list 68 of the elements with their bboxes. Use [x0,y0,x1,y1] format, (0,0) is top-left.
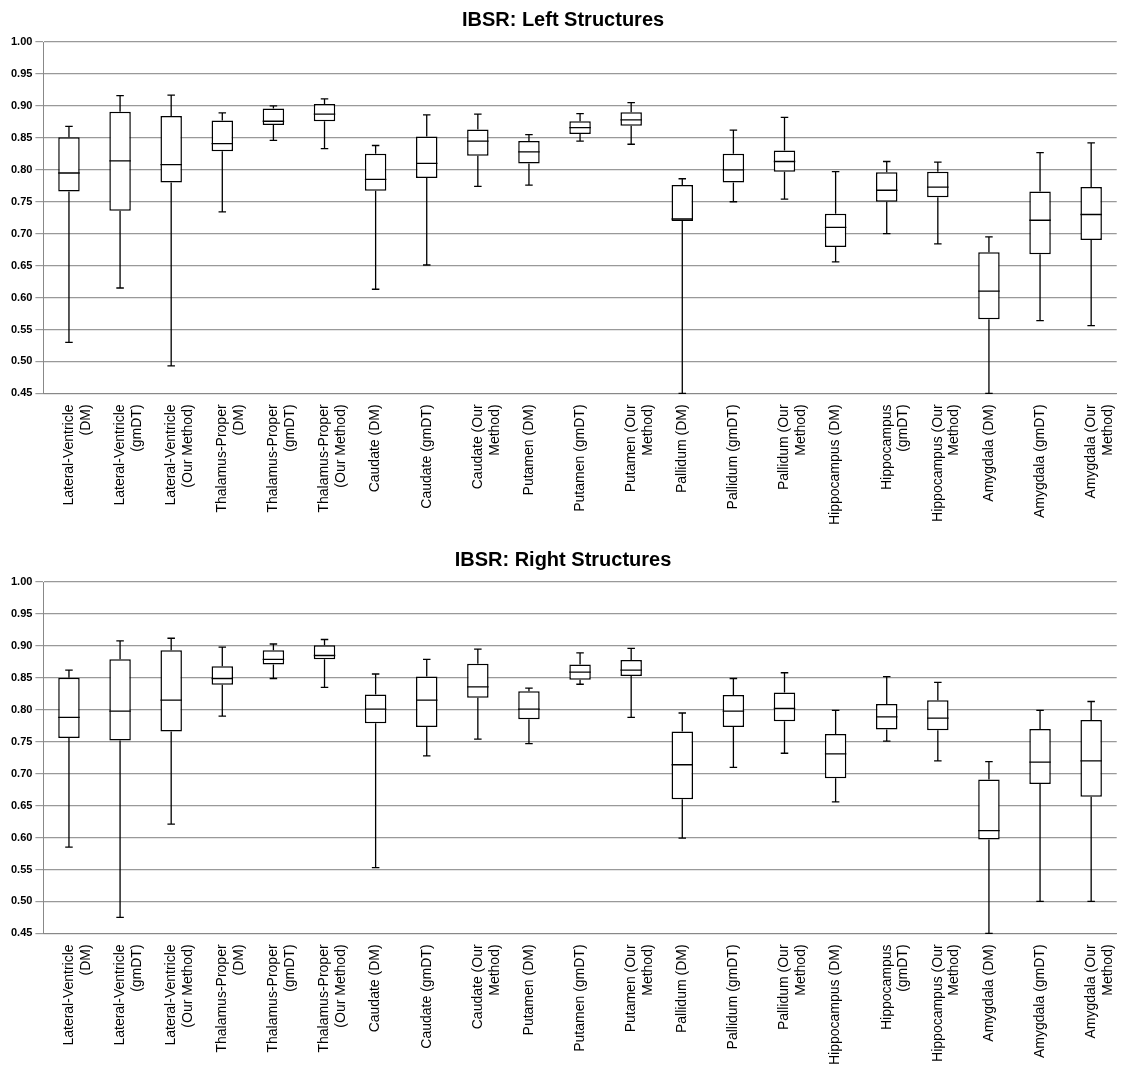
chart-title: IBSR: Left Structures [461,7,665,30]
y-tick-label: 1.00 [10,35,33,48]
chart-title: IBSR: Right Structures [454,547,672,570]
y-tick-label: 0.90 [10,98,33,111]
x-tick-label: Amygdala (gmDT) [1030,944,1047,1059]
x-tick-label: Lateral-Ventricle (Our Method) [162,944,195,1046]
y-tick-label: 0.75 [10,194,33,207]
y-tick-label: 0.85 [10,130,33,143]
x-tick-label: Thalamus-Proper (gmDT) [264,404,298,513]
x-tick-label: Putamen (gmDT) [570,944,587,1052]
x-tick-label: Hippocampus (Our Method) [928,404,962,522]
x-tick-label: Amygdala (Our Method) [1082,944,1115,1039]
y-tick-label: 0.95 [10,66,33,79]
x-tick-label: Hippocampus (gmDT) [877,944,911,1031]
x-tick-label: Caudate (Our Method) [468,404,502,490]
x-tick-label: Pallidum (Our Method) [775,404,809,491]
x-tick-label: Amygdala (Our Method) [1082,404,1115,499]
y-tick-label: 0.55 [10,322,33,335]
y-tick-label: 0.90 [10,638,33,651]
x-tick-label: Thalamus-Proper (Our Method) [315,944,349,1053]
x-tick-label: Lateral-Ventricle (gmDT) [110,944,144,1046]
y-tick-label: 0.50 [10,894,33,907]
x-tick-label: Amygdala (gmDT) [1030,404,1047,519]
y-tick-label: 1.00 [10,575,33,588]
x-tick-label: Putamen (Our Method) [622,944,655,1033]
x-tick-label: Amygdala (DM) [979,404,996,502]
x-tick-label: Pallidum (gmDT) [724,944,741,1050]
y-tick-label: 0.60 [10,830,33,843]
y-tick-label: 0.55 [10,862,33,875]
x-tick-label: Hippocampus (Our Method) [928,944,962,1062]
x-tick-label: Pallidum (DM) [673,404,690,494]
x-tick-label: Lateral-Ventricle (gmDT) [110,404,144,506]
y-tick-label: 0.50 [10,354,33,367]
x-tick-label: Pallidum (DM) [673,944,690,1034]
x-tick-label: Caudate (Our Method) [468,944,502,1030]
y-tick-label: 0.70 [10,766,33,779]
x-tick-label: Thalamus-Proper (gmDT) [264,944,298,1053]
x-tick-label: Caudate (gmDT) [417,404,434,509]
x-tick-label: Pallidum (Our Method) [775,944,809,1031]
x-tick-label: Thalamus-Proper (DM) [213,404,246,513]
x-tick-label: Lateral-Ventricle (DM) [59,404,93,506]
x-tick-label: Thalamus-Proper (Our Method) [315,404,349,513]
y-tick-label: 0.45 [10,926,33,939]
x-tick-label: Caudate (DM) [366,404,383,493]
x-tick-label: Hippocampus (DM) [826,404,843,526]
x-tick-label: Hippocampus (DM) [826,944,843,1066]
y-tick-label: 0.70 [10,226,33,239]
y-tick-label: 0.45 [10,386,33,399]
x-tick-label: Pallidum (gmDT) [724,404,741,510]
x-tick-label: Putamen (Our Method) [622,404,655,493]
x-tick-label: Amygdala (DM) [979,944,996,1042]
x-tick-label: Putamen (DM) [519,944,536,1036]
y-tick-label: 0.65 [10,798,33,811]
y-tick-label: 0.85 [10,670,33,683]
x-tick-label: Putamen (gmDT) [570,404,587,512]
x-tick-label: Thalamus-Proper (DM) [213,944,246,1053]
y-tick-label: 0.80 [10,702,33,715]
y-tick-label: 0.95 [10,606,33,619]
y-tick-label: 0.60 [10,290,33,303]
x-tick-label: Hippocampus (gmDT) [877,404,911,491]
x-tick-label: Putamen (DM) [519,404,536,496]
x-tick-label: Caudate (gmDT) [417,944,434,1049]
y-tick-label: 0.80 [10,162,33,175]
y-tick-label: 0.65 [10,258,33,271]
x-tick-label: Lateral-Ventricle (Our Method) [162,404,195,506]
x-tick-label: Caudate (DM) [366,944,383,1033]
y-tick-label: 0.75 [10,734,33,747]
x-tick-label: Lateral-Ventricle (DM) [59,944,93,1046]
